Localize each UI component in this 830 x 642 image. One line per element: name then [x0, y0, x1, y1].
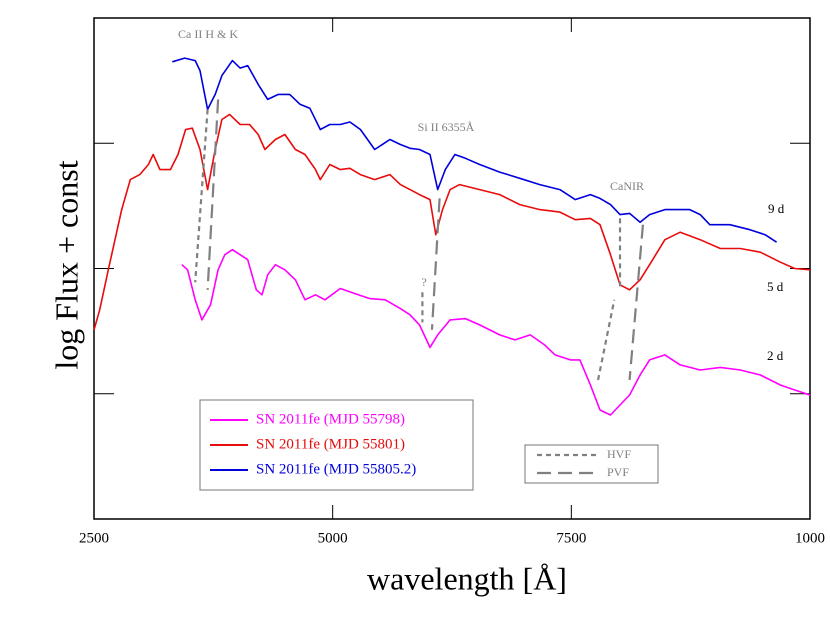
annotation: Ca II H & K [178, 27, 238, 41]
annotation: Si II 6355Å [418, 120, 475, 134]
x-tick-label: 5000 [318, 530, 348, 546]
feature-legend-box [524, 444, 659, 484]
series-label: 9 d [768, 201, 785, 216]
spectrum-line [172, 57, 778, 243]
y-axis-label: log Flux + const [48, 160, 84, 369]
x-tick-label: 1000 [795, 530, 825, 546]
series-label: 2 d [767, 348, 784, 363]
x-tick-label: 7500 [556, 530, 586, 546]
x-tick-label: 2500 [79, 530, 109, 546]
series-label: 5 d [767, 279, 784, 294]
annotation: CaNIR [610, 179, 644, 193]
feature-line [628, 224, 645, 381]
annotation: ? [421, 275, 426, 289]
legend-label: SN 2011fe (MJD 55798) [256, 411, 405, 427]
feature-line [596, 299, 616, 381]
legend-label: SN 2011fe (MJD 55801) [256, 436, 405, 452]
feature-line [206, 99, 220, 290]
feature-legend-label: PVF [607, 465, 629, 479]
spectrum-line [93, 113, 811, 331]
x-axis-label: wavelength [Å] [367, 560, 567, 596]
spectrum-line [181, 248, 811, 416]
legend-label: SN 2011fe (MJD 55805.2) [256, 461, 416, 477]
feature-line [194, 109, 209, 283]
feature-legend-label: HVF [607, 447, 631, 461]
feature-line [430, 198, 441, 330]
